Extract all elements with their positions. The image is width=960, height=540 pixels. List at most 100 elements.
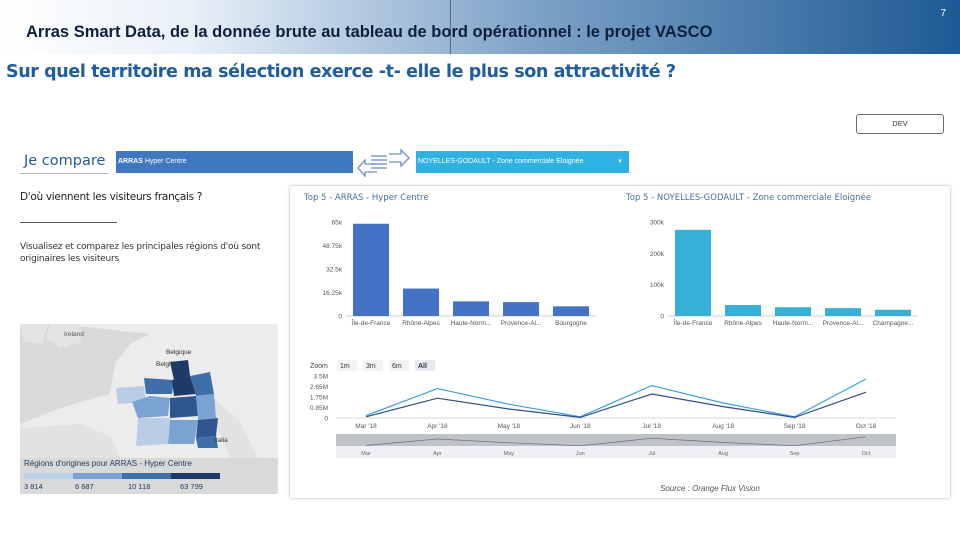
navigator-tick-label: Aug bbox=[718, 451, 728, 457]
compare-label: Je compare bbox=[24, 153, 106, 169]
zoom-button bbox=[415, 360, 435, 371]
x-tick-label: Apr '18 bbox=[427, 423, 448, 430]
y-tick-label: 300k bbox=[650, 220, 665, 227]
bar bbox=[403, 288, 439, 316]
bar bbox=[675, 229, 711, 316]
legend-value: 3 814 bbox=[24, 482, 43, 491]
select-arras[interactable]: ARRAS Hyper Centre bbox=[116, 151, 353, 173]
x-tick-label: May '18 bbox=[498, 423, 521, 430]
legend-swatch bbox=[73, 473, 122, 479]
legend-swatch bbox=[122, 473, 171, 479]
navigator-tick-label: May bbox=[504, 451, 515, 457]
x-tick-label: Rhône-Alpes bbox=[724, 320, 762, 327]
navigator-band bbox=[336, 434, 896, 446]
map-legend-scale bbox=[24, 473, 220, 479]
zoom-button bbox=[389, 360, 409, 371]
dashboard-panel: Top 5 - ARRAS - Hyper Centre Top 5 - NOY… bbox=[290, 186, 950, 498]
x-tick-label: Jul '18 bbox=[642, 423, 661, 430]
chevron-down-icon: ▼ bbox=[617, 159, 623, 165]
map-label-italia: Italia bbox=[214, 437, 228, 444]
navigator-tick-label: Oct bbox=[862, 451, 871, 457]
bar-chart-noyelles[interactable]: 0 100k 200k 300k Île-de-France Rhône-Alpes Hau… bbox=[626, 216, 926, 366]
navigator-tick-label: Jun bbox=[576, 451, 585, 457]
map-canvas: Ireland Belgique België Italia bbox=[20, 324, 278, 458]
zoom-label: Zoom bbox=[310, 363, 328, 370]
region-rhone-alpes bbox=[196, 418, 218, 438]
chart-title-arras: Top 5 - ARRAS - Hyper Centre bbox=[304, 193, 429, 203]
region-nouvelle-aquitaine bbox=[136, 418, 170, 446]
y-tick-label: 2.65M bbox=[310, 384, 328, 391]
header-banner: Arras Smart Data, de la donnée brute au … bbox=[0, 0, 960, 54]
zoom-button-label: 3m bbox=[366, 363, 376, 370]
y-tick-label: 3.5M bbox=[314, 374, 328, 381]
series-line bbox=[365, 378, 867, 418]
heading-divider bbox=[20, 222, 117, 223]
compare-underline bbox=[20, 173, 108, 174]
region-provence bbox=[196, 436, 218, 448]
italy-shape bbox=[210, 394, 258, 458]
page-number: 7 bbox=[940, 8, 946, 19]
y-tick-label: 16.25k bbox=[322, 290, 342, 297]
region-map[interactable]: Ireland Belgique België Italia Régions d… bbox=[20, 324, 278, 494]
navigator-tick-label: Mar bbox=[361, 451, 371, 457]
visitors-description: Visualisez et comparez les principales r… bbox=[20, 242, 261, 264]
region-grand-est bbox=[190, 372, 214, 396]
x-tick-label: Haute-Norm... bbox=[773, 320, 814, 327]
map-legend-title: Régions d'origines pour ARRAS - Hyper Ce… bbox=[24, 459, 192, 468]
swap-icon[interactable] bbox=[357, 148, 411, 178]
region-normandie bbox=[144, 378, 174, 394]
y-tick-label: 65k bbox=[332, 220, 343, 227]
legend-value: 63 799 bbox=[180, 482, 203, 491]
region-hauts-de-france bbox=[170, 360, 190, 380]
uk-shape bbox=[46, 324, 82, 348]
select-a-prefix: ARRAS bbox=[118, 158, 143, 165]
x-tick-label: Île-de-France bbox=[351, 318, 391, 327]
navigator-tick-label: Sep bbox=[790, 451, 800, 457]
zoom-button bbox=[337, 360, 357, 371]
x-tick-label: Provence-Al... bbox=[501, 320, 542, 327]
select-noyelles[interactable]: NOYELLES-GODAULT - Zone commerciale Eloi… bbox=[416, 151, 629, 173]
env-badge[interactable]: DEV bbox=[856, 114, 944, 134]
y-tick-label: 100k bbox=[650, 282, 665, 289]
region-centre bbox=[170, 396, 198, 418]
visitors-heading: D'où viennent les visiteurs français ? bbox=[20, 191, 203, 203]
france-regions bbox=[116, 360, 218, 448]
x-tick-label: Oct '18 bbox=[856, 423, 877, 430]
question-heading: Sur quel territoire ma sélection exerce … bbox=[6, 62, 676, 82]
map-label-ireland: Ireland bbox=[64, 331, 84, 338]
zoom-button-label: All bbox=[418, 363, 427, 370]
region-bretagne bbox=[116, 386, 146, 404]
spain-shape bbox=[20, 424, 120, 458]
x-tick-label: Jun '18 bbox=[570, 423, 591, 430]
region-pays-de-la-loire bbox=[132, 396, 170, 418]
slide-title: Arras Smart Data, de la donnée brute au … bbox=[26, 23, 713, 41]
x-tick-label: Île-de-France bbox=[673, 318, 713, 327]
x-tick-label: Mar '18 bbox=[355, 423, 377, 430]
banner-divider bbox=[450, 0, 451, 54]
bar bbox=[353, 223, 389, 316]
region-occitanie bbox=[168, 420, 198, 444]
x-tick-label: Champagne... bbox=[873, 320, 914, 327]
bar bbox=[725, 305, 761, 316]
bar bbox=[503, 302, 539, 316]
map-label-belgie: België bbox=[156, 361, 174, 368]
y-tick-label: 0 bbox=[324, 416, 328, 423]
zoom-button-label: 6m bbox=[392, 363, 402, 370]
region-bourgogne bbox=[196, 394, 216, 420]
y-tick-label: 1.75M bbox=[310, 395, 328, 402]
x-tick-label: Aug '18 bbox=[712, 423, 734, 430]
bar-chart-arras[interactable]: 0 16.25k 32.5k 48.75k 65k Île-de-France Rhône-… bbox=[304, 216, 604, 366]
zoom-button-label: 1m bbox=[340, 363, 350, 370]
line-chart-timeseries[interactable]: Zoom 1m 3m 6m All 0 0.85M 1.75M 2.65M 3.5M Mar '18… bbox=[300, 356, 940, 486]
region-ile-de-france bbox=[172, 376, 196, 396]
bar bbox=[875, 309, 911, 316]
legend-swatch bbox=[24, 473, 73, 479]
y-tick-label: 48.75k bbox=[322, 243, 342, 250]
ireland-shape bbox=[20, 324, 48, 344]
x-tick-label: Sep '18 bbox=[784, 423, 806, 430]
bar bbox=[775, 307, 811, 316]
y-tick-label: 0 bbox=[660, 314, 664, 321]
navigator-scrollbar bbox=[336, 446, 896, 458]
legend-value: 6 687 bbox=[75, 482, 94, 491]
x-tick-label: Rhône-Alpes bbox=[402, 320, 440, 327]
